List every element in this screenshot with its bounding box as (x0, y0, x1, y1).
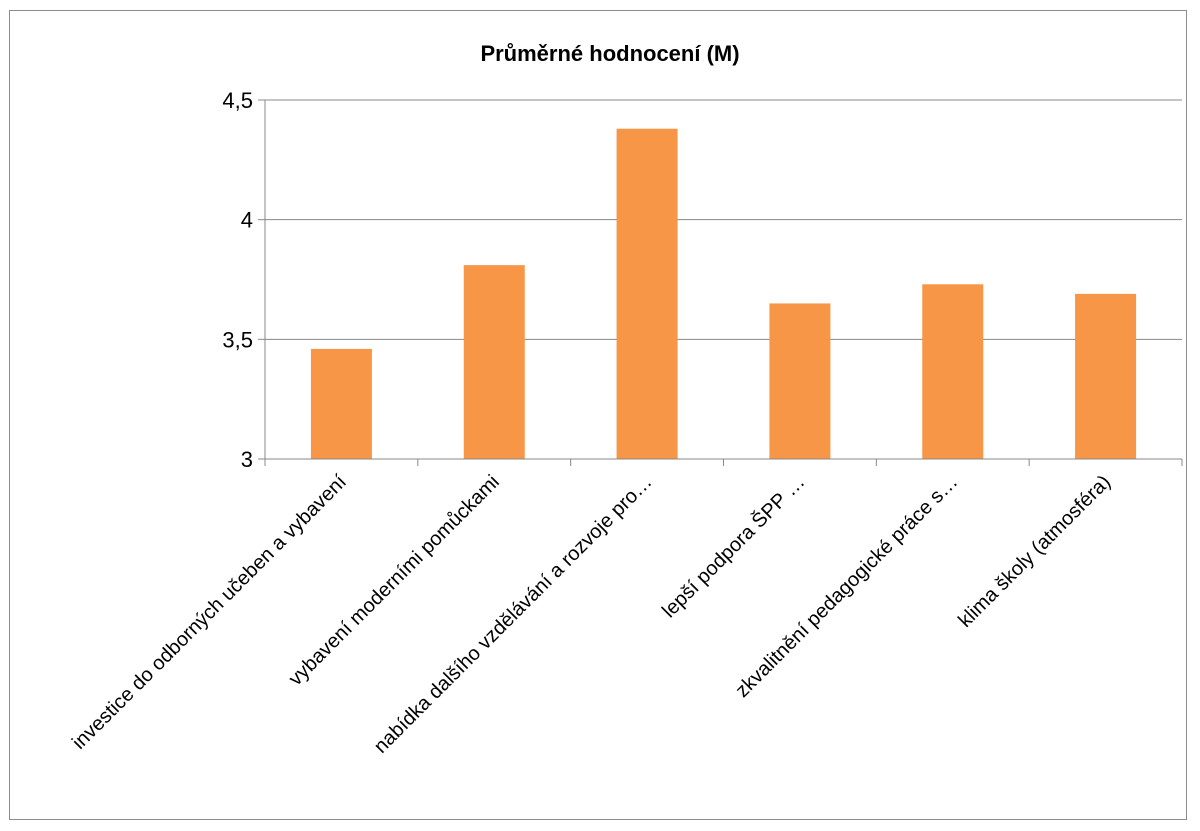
axes (258, 99, 1183, 466)
x-category-label: nabídka dalšího vzdělávání a rozvoje pro… (370, 471, 657, 758)
y-tick-labels: 3 3,5 4 4,5 (222, 88, 253, 472)
chart-title: Průměrné hodnocení (M) (480, 41, 739, 66)
x-category-label: klima školy (atmosféra) (954, 471, 1115, 632)
y-tick-label: 3,5 (222, 327, 253, 352)
bar (769, 303, 831, 459)
bar (463, 265, 525, 459)
bar (922, 284, 984, 459)
y-tick-label: 4 (241, 208, 253, 233)
x-category-labels: investice do odborných učeben a vybavení… (68, 470, 1115, 757)
x-category-label: lepší podpora ŠPP … (657, 470, 809, 622)
bar (1075, 293, 1137, 459)
y-tick-label: 4,5 (222, 88, 253, 113)
chart-frame (9, 10, 1187, 820)
bar (616, 128, 678, 459)
bar (310, 348, 372, 459)
y-tick-label: 3 (241, 447, 253, 472)
x-category-label: investice do odborných učeben a vybavení (68, 471, 351, 754)
bars (310, 128, 1137, 459)
gridlines (265, 99, 1182, 340)
